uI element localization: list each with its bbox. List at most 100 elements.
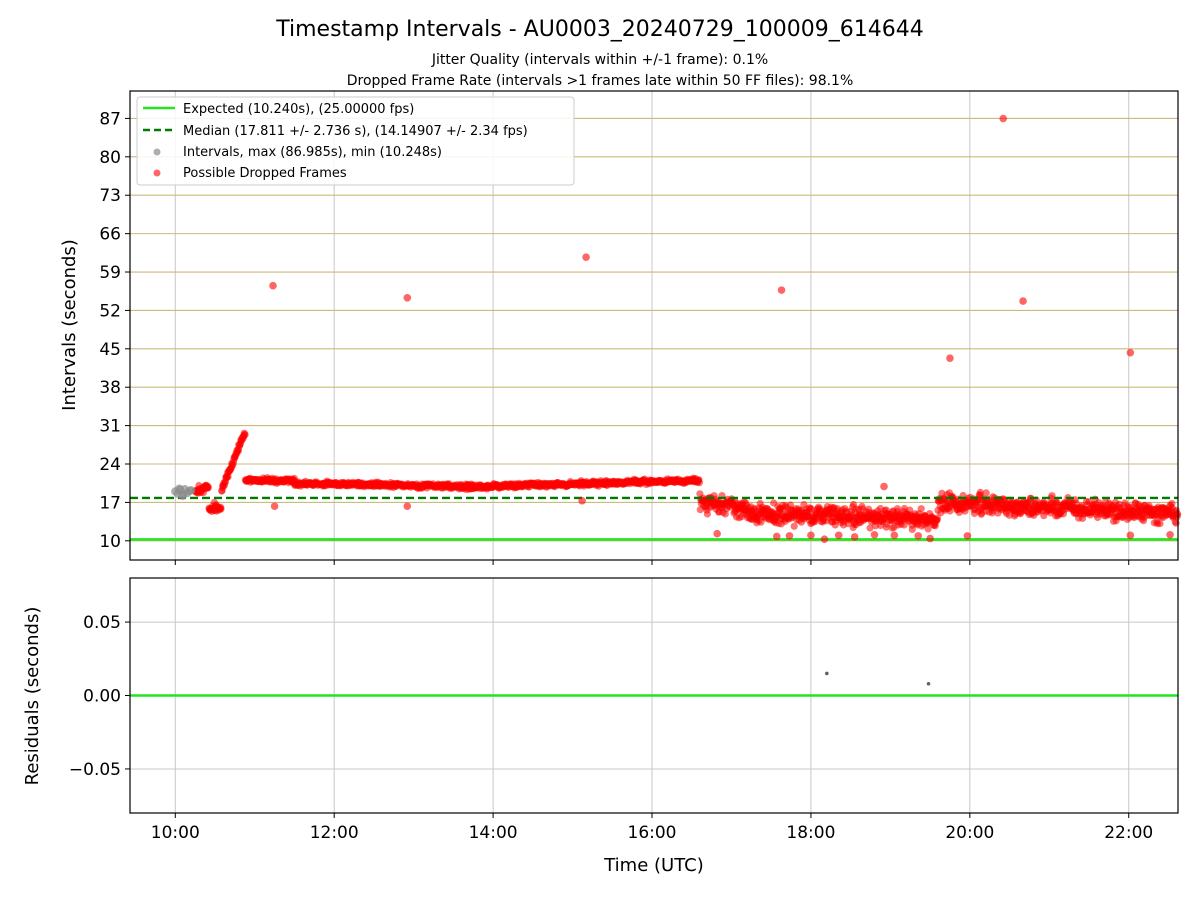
chart-title: Timestamp Intervals - AU0003_20240729_10… xyxy=(275,17,924,42)
residuals-y-tick-label-2: −0.05 xyxy=(69,760,121,780)
dropped-outlier-21 xyxy=(926,534,934,543)
dropped-frame-point-1692 xyxy=(982,489,990,497)
intervals-y-axis-label: Intervals (seconds) xyxy=(59,239,80,411)
intervals-y-tick-label-5: 45 xyxy=(99,340,121,360)
dropped-frame-point-1534 xyxy=(908,525,916,534)
dropped-frame-point-106 xyxy=(241,431,249,439)
dropped-outlier-12 xyxy=(772,532,781,541)
intervals-y-tick-label-2: 24 xyxy=(99,455,121,475)
interval-point-8 xyxy=(179,490,188,499)
chart-subtitle-dropped: Dropped Frame Rate (intervals >1 frames … xyxy=(347,73,854,89)
dropped-frame-point-1078 xyxy=(695,479,704,487)
dropped-frame-point-1443 xyxy=(866,524,874,532)
x-tick-label-4: 18:00 xyxy=(786,823,835,843)
dropped-frame-point-1583 xyxy=(931,522,939,530)
residuals-y-ticks: 0.05 0.00 −0.05 xyxy=(69,613,130,780)
intervals-y-tick-label-8: 66 xyxy=(99,225,121,245)
intervals-plot-frame xyxy=(129,90,1179,561)
dropped-frame-point-1317 xyxy=(807,505,815,513)
dropped-outlier-15 xyxy=(820,535,829,543)
reference-lines xyxy=(130,496,1178,541)
intervals-y-tick-label-0: 10 xyxy=(99,532,121,552)
dropped-outlier-16 xyxy=(834,531,843,540)
dropped-outlier-18 xyxy=(870,530,879,539)
x-tick-label-2: 14:00 xyxy=(469,823,518,843)
intervals-y-tick-label-4: 38 xyxy=(99,378,121,398)
dropped-outlier-4 xyxy=(946,354,954,362)
intervals-y-tick-label-10: 80 xyxy=(99,148,121,168)
legend-dropped-label: Possible Dropped Frames xyxy=(183,166,347,181)
legend: Expected (10.240s), (25.00000 fps) Media… xyxy=(136,96,575,186)
dropped-outlier-20 xyxy=(914,532,922,540)
residuals-x-ticks: 10:00 12:00 14:00 16:00 18:00 20:00 22:00 xyxy=(151,813,1153,843)
x-tick-label-0: 10:00 xyxy=(151,823,200,843)
dropped-outlier-3 xyxy=(777,286,786,294)
x-tick-label-1: 12:00 xyxy=(310,823,359,843)
x-tick-label-3: 16:00 xyxy=(628,823,677,843)
dropped-frame-point-1281 xyxy=(790,522,798,530)
legend-box xyxy=(136,96,575,186)
dropped-frame-point-55 xyxy=(217,505,225,513)
dropped-frame-point-1567 xyxy=(924,525,932,533)
dropped-frame-point-1095 xyxy=(703,510,712,518)
intervals-panel: 10 17 24 31 38 45 52 59 66 73 80 87 Intervals (seco… xyxy=(59,90,1182,565)
legend-intervals-swatch xyxy=(153,148,161,156)
residuals-panel: 0.05 0.00 −0.05 10:00 12:00 14:00 16:00 18:00 2… xyxy=(22,577,1179,876)
dropped-frame-point-1209 xyxy=(757,518,765,526)
intervals-y-tick-label-11: 87 xyxy=(99,109,121,129)
x-tick-label-6: 22:00 xyxy=(1104,823,1153,843)
dropped-outlier-5 xyxy=(999,114,1008,123)
legend-median-label: Median (17.811 +/- 2.736 s), (14.14907 +… xyxy=(183,124,528,139)
dropped-frame-point-2097 xyxy=(1172,519,1180,527)
residuals-y-tick-label-1: 0.00 xyxy=(83,687,121,707)
intervals-y-tick-label-7: 59 xyxy=(99,263,121,283)
residual-point-1 xyxy=(926,681,931,686)
dropped-frame-point-28 xyxy=(204,484,212,492)
intervals-x-ticks xyxy=(174,560,1130,565)
legend-expected-label: Expected (10.240s), (25.00000 fps) xyxy=(183,102,414,117)
dropped-frames-band xyxy=(191,429,1182,534)
residual-points xyxy=(825,671,931,686)
dropped-outlier-11 xyxy=(713,529,721,538)
dropped-outlier-0 xyxy=(269,281,277,290)
dropped-outlier-25 xyxy=(880,482,888,491)
dropped-outlier-7 xyxy=(1126,348,1135,357)
dropped-frame-point-1502 xyxy=(893,505,902,513)
residuals-y-tick-label-0: 0.05 xyxy=(83,613,121,633)
interval-point-7 xyxy=(175,484,184,493)
x-tick-label-5: 20:00 xyxy=(945,823,994,843)
legend-dropped-swatch xyxy=(153,169,161,177)
dropped-outlier-24 xyxy=(1166,530,1174,539)
dropped-outlier-17 xyxy=(850,533,859,541)
interval-point-9 xyxy=(186,486,196,495)
dropped-outlier-9 xyxy=(403,502,412,511)
dropped-frame-point-1553 xyxy=(917,505,925,513)
dropped-outlier-13 xyxy=(785,532,794,540)
intervals-y-tick-label-1: 17 xyxy=(99,493,121,513)
dropped-frame-point-1587 xyxy=(933,514,942,522)
dropped-outlier-6 xyxy=(1019,297,1027,305)
intervals-y-ticks: 10 17 24 31 38 45 52 59 66 73 80 87 xyxy=(99,109,130,552)
dropped-frame-point-2063 xyxy=(1156,520,1164,528)
dropped-outlier-14 xyxy=(807,531,815,540)
residual-point-0 xyxy=(825,671,829,676)
dropped-outlier-2 xyxy=(582,253,590,262)
dropped-frame-point-1273 xyxy=(786,501,795,509)
dropped-outlier-1 xyxy=(403,293,412,302)
residuals-y-axis-label: Residuals (seconds) xyxy=(22,607,43,786)
interval-points xyxy=(171,114,1174,543)
dropped-outlier-19 xyxy=(890,531,899,540)
dropped-outlier-10 xyxy=(578,496,586,505)
dropped-outlier-8 xyxy=(270,502,279,511)
dropped-frame-point-1679 xyxy=(976,488,984,496)
intervals-y-tick-label-3: 31 xyxy=(99,417,121,437)
dropped-outlier-23 xyxy=(1126,531,1135,540)
legend-intervals-label: Intervals, max (86.985s), min (10.248s) xyxy=(183,145,442,160)
intervals-y-tick-label-6: 52 xyxy=(99,301,121,321)
dropped-outlier-22 xyxy=(963,532,972,540)
x-axis-label: Time (UTC) xyxy=(603,855,704,876)
dropped-frame-point-1832 xyxy=(1048,492,1056,500)
chart-subtitle-jitter: Jitter Quality (intervals within +/-1 fr… xyxy=(431,52,768,68)
intervals-y-tick-label-9: 73 xyxy=(99,186,121,206)
